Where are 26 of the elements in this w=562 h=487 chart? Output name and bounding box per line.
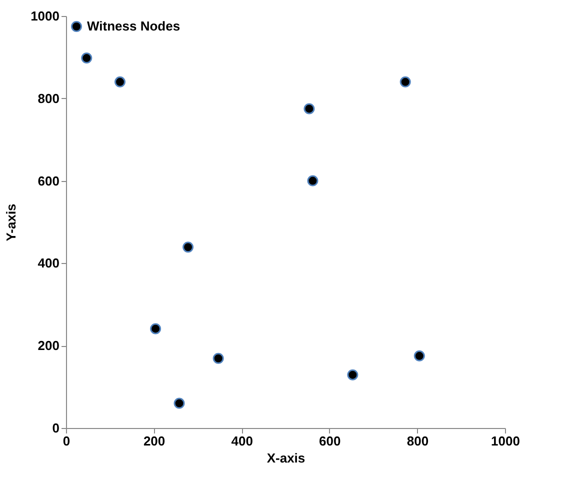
point	[414, 350, 425, 362]
y-tick-label: 800	[38, 90, 60, 106]
point	[174, 398, 185, 409]
point	[400, 76, 411, 88]
x-tick-label: 0	[62, 434, 70, 448]
point	[182, 242, 194, 253]
point	[307, 175, 318, 186]
y-tick-label: 400	[38, 256, 60, 271]
y-tick-label: 200	[38, 338, 60, 354]
y-tick-label: 600	[38, 173, 60, 188]
y-tick-label: 1000	[30, 8, 60, 24]
point	[304, 103, 315, 114]
y-tick-label: 0	[52, 420, 60, 436]
point	[81, 52, 92, 64]
x-tick-label: 1000	[491, 434, 520, 448]
x-tick-label: 200	[143, 434, 166, 448]
point	[114, 76, 126, 88]
legend-label: Witness Nodes	[87, 18, 180, 34]
y-axis-title: Y-axis	[4, 204, 19, 242]
point	[150, 323, 162, 334]
x-tick-label: 800	[406, 434, 429, 448]
point	[212, 352, 224, 364]
x-tick-label: 600	[319, 434, 341, 448]
point	[347, 369, 358, 380]
x-tick-label: 400	[231, 434, 253, 448]
x-axis-title: X-axis	[266, 450, 306, 466]
